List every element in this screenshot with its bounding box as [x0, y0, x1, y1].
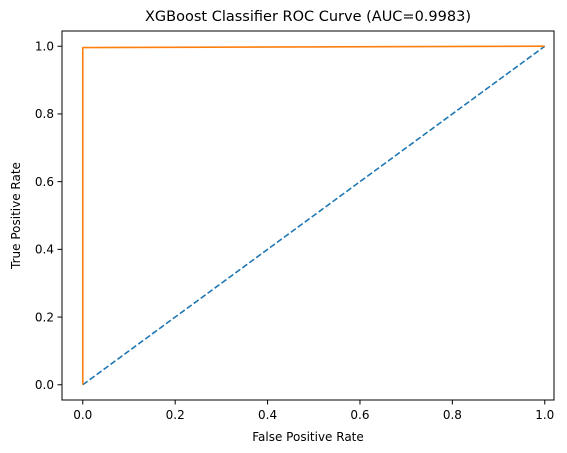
- x-axis: 0.0 0.2 0.4 0.6 0.8 1.0: [73, 400, 554, 422]
- chance-diagonal-line: [82, 45, 546, 386]
- y-tick-label: 0.6: [35, 175, 54, 189]
- series-layer: [81, 45, 546, 386]
- y-tick-label: 1.0: [35, 40, 54, 54]
- y-axis: 0.0 0.2 0.4 0.6 0.8 1.0: [35, 40, 62, 392]
- plot-frame: [61, 30, 555, 401]
- chart-title: XGBoost Classifier ROC Curve (AUC=0.9983…: [145, 9, 471, 25]
- x-axis-label: False Positive Rate: [252, 430, 364, 444]
- y-tick-label: 0.8: [35, 107, 54, 121]
- x-tick-label: 0.2: [166, 408, 185, 422]
- roc-curve-line: [81, 45, 545, 385]
- y-tick-label: 0.4: [35, 243, 54, 257]
- x-tick-label: 0.4: [258, 408, 277, 422]
- y-axis-label: True Positive Rate: [9, 162, 23, 270]
- y-tick-label: 0.0: [35, 378, 54, 392]
- plot-area: [61, 30, 555, 401]
- x-tick-label: 0.6: [350, 408, 369, 422]
- x-tick-label: 0.8: [443, 408, 462, 422]
- x-tick-label: 1.0: [535, 408, 554, 422]
- x-tick-label: 0.0: [73, 408, 92, 422]
- y-tick-label: 0.2: [35, 310, 54, 324]
